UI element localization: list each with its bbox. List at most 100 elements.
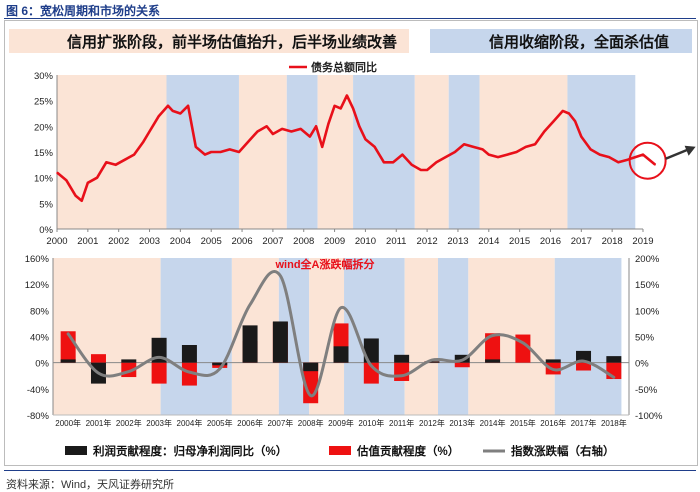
bottom-left-tick-label: 120%	[25, 280, 50, 291]
legend-valuation-swatch	[329, 446, 351, 455]
debt-growth-point	[87, 182, 89, 184]
index-change-point	[431, 359, 433, 361]
legend-earnings-swatch	[65, 446, 87, 455]
debt-growth-point	[534, 143, 536, 145]
debt-growth-point	[142, 141, 144, 143]
bottom-right-tick-label: 0%	[635, 359, 649, 370]
top-x-tick-label: 2015	[509, 236, 530, 247]
debt-growth-point	[65, 179, 67, 181]
top-phase-band-contraction	[567, 75, 636, 229]
legend-earnings-label: 利润贡献程度：归母净利润同比（%）	[92, 444, 287, 458]
debt-growth-point	[401, 153, 404, 156]
top-y-tick-label: 5%	[39, 199, 53, 210]
bottom-x-tick-label: 2005年	[207, 418, 233, 428]
debt-growth-point	[634, 156, 636, 158]
chart-svg: 信用扩张阶段，前半场估值抬升，后半场业绩改善 信用收缩阶段，全面杀估值 债务总额…	[9, 29, 696, 458]
debt-growth-point	[364, 138, 367, 140]
index-change-line	[66, 270, 616, 398]
bottom-left-tick-label: 160%	[25, 254, 50, 265]
bottom-x-tick-label: 2013年	[449, 418, 475, 428]
top-x-tick-label: 2002	[108, 236, 129, 247]
debt-growth-point	[74, 195, 77, 197]
debt-growth-point	[374, 146, 376, 148]
trend-highlight-circle	[628, 141, 667, 180]
debt-growth-point	[426, 169, 428, 171]
index-change-point	[370, 365, 372, 367]
earnings-bar	[272, 321, 288, 363]
bottom-right-tick-label: 100%	[635, 306, 660, 317]
debt-growth-point	[115, 164, 117, 166]
bottom-phase-band-expansion	[404, 258, 439, 415]
debt-growth-point	[654, 164, 656, 166]
bottom-left-tick-label: -80%	[27, 411, 50, 422]
top-x-tick-label: 2010	[355, 236, 376, 247]
top-y-tick-label: 25%	[34, 97, 54, 108]
chart-panel: 信用扩张阶段，前半场估值抬升，后半场业绩改善 信用收缩阶段，全面杀估值 债务总额…	[4, 20, 698, 466]
debt-growth-point	[133, 153, 135, 156]
debt-growth-point	[256, 130, 259, 133]
valuation-bar	[181, 362, 197, 386]
top-x-tick-label: 2001	[77, 236, 98, 247]
index-change-point	[219, 368, 221, 370]
index-change-point	[67, 333, 69, 335]
index-change-point	[128, 370, 130, 373]
debt-growth-point	[172, 110, 174, 112]
debt-growth-point	[266, 125, 268, 127]
debt-growth-point	[105, 161, 107, 163]
source-note: 资料来源：Wind，天风证券研究所	[6, 479, 175, 491]
bottom-x-tick-label: 2000年	[55, 418, 81, 428]
bottom-phase-band-contraction	[554, 258, 622, 415]
bottom-x-tick-label: 2001年	[86, 418, 112, 428]
earnings-bar	[121, 359, 137, 363]
top-legend-label: 债务总额同比	[311, 60, 377, 74]
debt-growth-point	[187, 105, 189, 107]
top-x-tick-label: 2011	[386, 236, 406, 247]
debt-growth-point	[210, 151, 212, 153]
debt-growth-point	[179, 112, 181, 115]
debt-growth-point	[204, 153, 206, 156]
top-y-tick-label: 30%	[34, 71, 54, 82]
bottom-x-tick-label: 2016年	[540, 418, 566, 428]
debt-growth-point	[358, 125, 360, 127]
bottom-chart-title: wind全A涨跌幅拆分	[275, 257, 375, 271]
debt-growth-point	[463, 143, 465, 145]
index-change-point	[279, 275, 281, 277]
top-phase-band-expansion	[57, 75, 167, 229]
bottom-x-tick-label: 2017年	[571, 418, 597, 428]
legend-contraction-swatch	[430, 29, 692, 53]
debt-growth-point	[229, 148, 231, 151]
index-change-point	[613, 376, 615, 378]
debt-growth-point	[580, 136, 582, 138]
debt-growth-point	[281, 128, 283, 130]
debt-growth-point	[599, 153, 601, 156]
debt-growth-point	[300, 128, 302, 130]
bottom-x-tick-label: 2012年	[419, 418, 445, 428]
debt-growth-point	[352, 107, 354, 109]
index-change-point	[552, 368, 554, 371]
earnings-bar	[485, 359, 501, 363]
bottom-x-tick-label: 2014年	[480, 418, 506, 428]
debt-growth-point	[506, 153, 508, 156]
top-x-tick-label: 2004	[170, 236, 191, 247]
bottom-x-tick-label: 2006年	[237, 418, 263, 428]
debt-growth-point	[420, 169, 422, 171]
debt-growth-point	[411, 164, 413, 166]
top-y-tick-label: 0%	[39, 225, 53, 236]
debt-growth-point	[327, 123, 330, 125]
valuation-bar	[151, 362, 167, 384]
bottom-right-tick-label: -100%	[635, 411, 663, 422]
debt-growth-point	[472, 146, 474, 148]
debt-growth-point	[617, 161, 619, 163]
bottom-x-tick-label: 2004年	[177, 418, 203, 428]
trend-arrow-head	[684, 145, 696, 156]
top-x-tick-label: 2017	[571, 236, 592, 247]
debt-growth-point	[315, 125, 317, 127]
earnings-bar	[394, 354, 410, 363]
top-x-tick-label: 2009	[324, 236, 345, 247]
debt-growth-point	[626, 159, 629, 161]
debt-growth-point	[96, 177, 98, 179]
earnings-bar	[424, 361, 440, 363]
top-y-tick-label: 10%	[34, 174, 54, 185]
debt-growth-point	[167, 105, 169, 107]
index-change-point	[188, 371, 191, 373]
